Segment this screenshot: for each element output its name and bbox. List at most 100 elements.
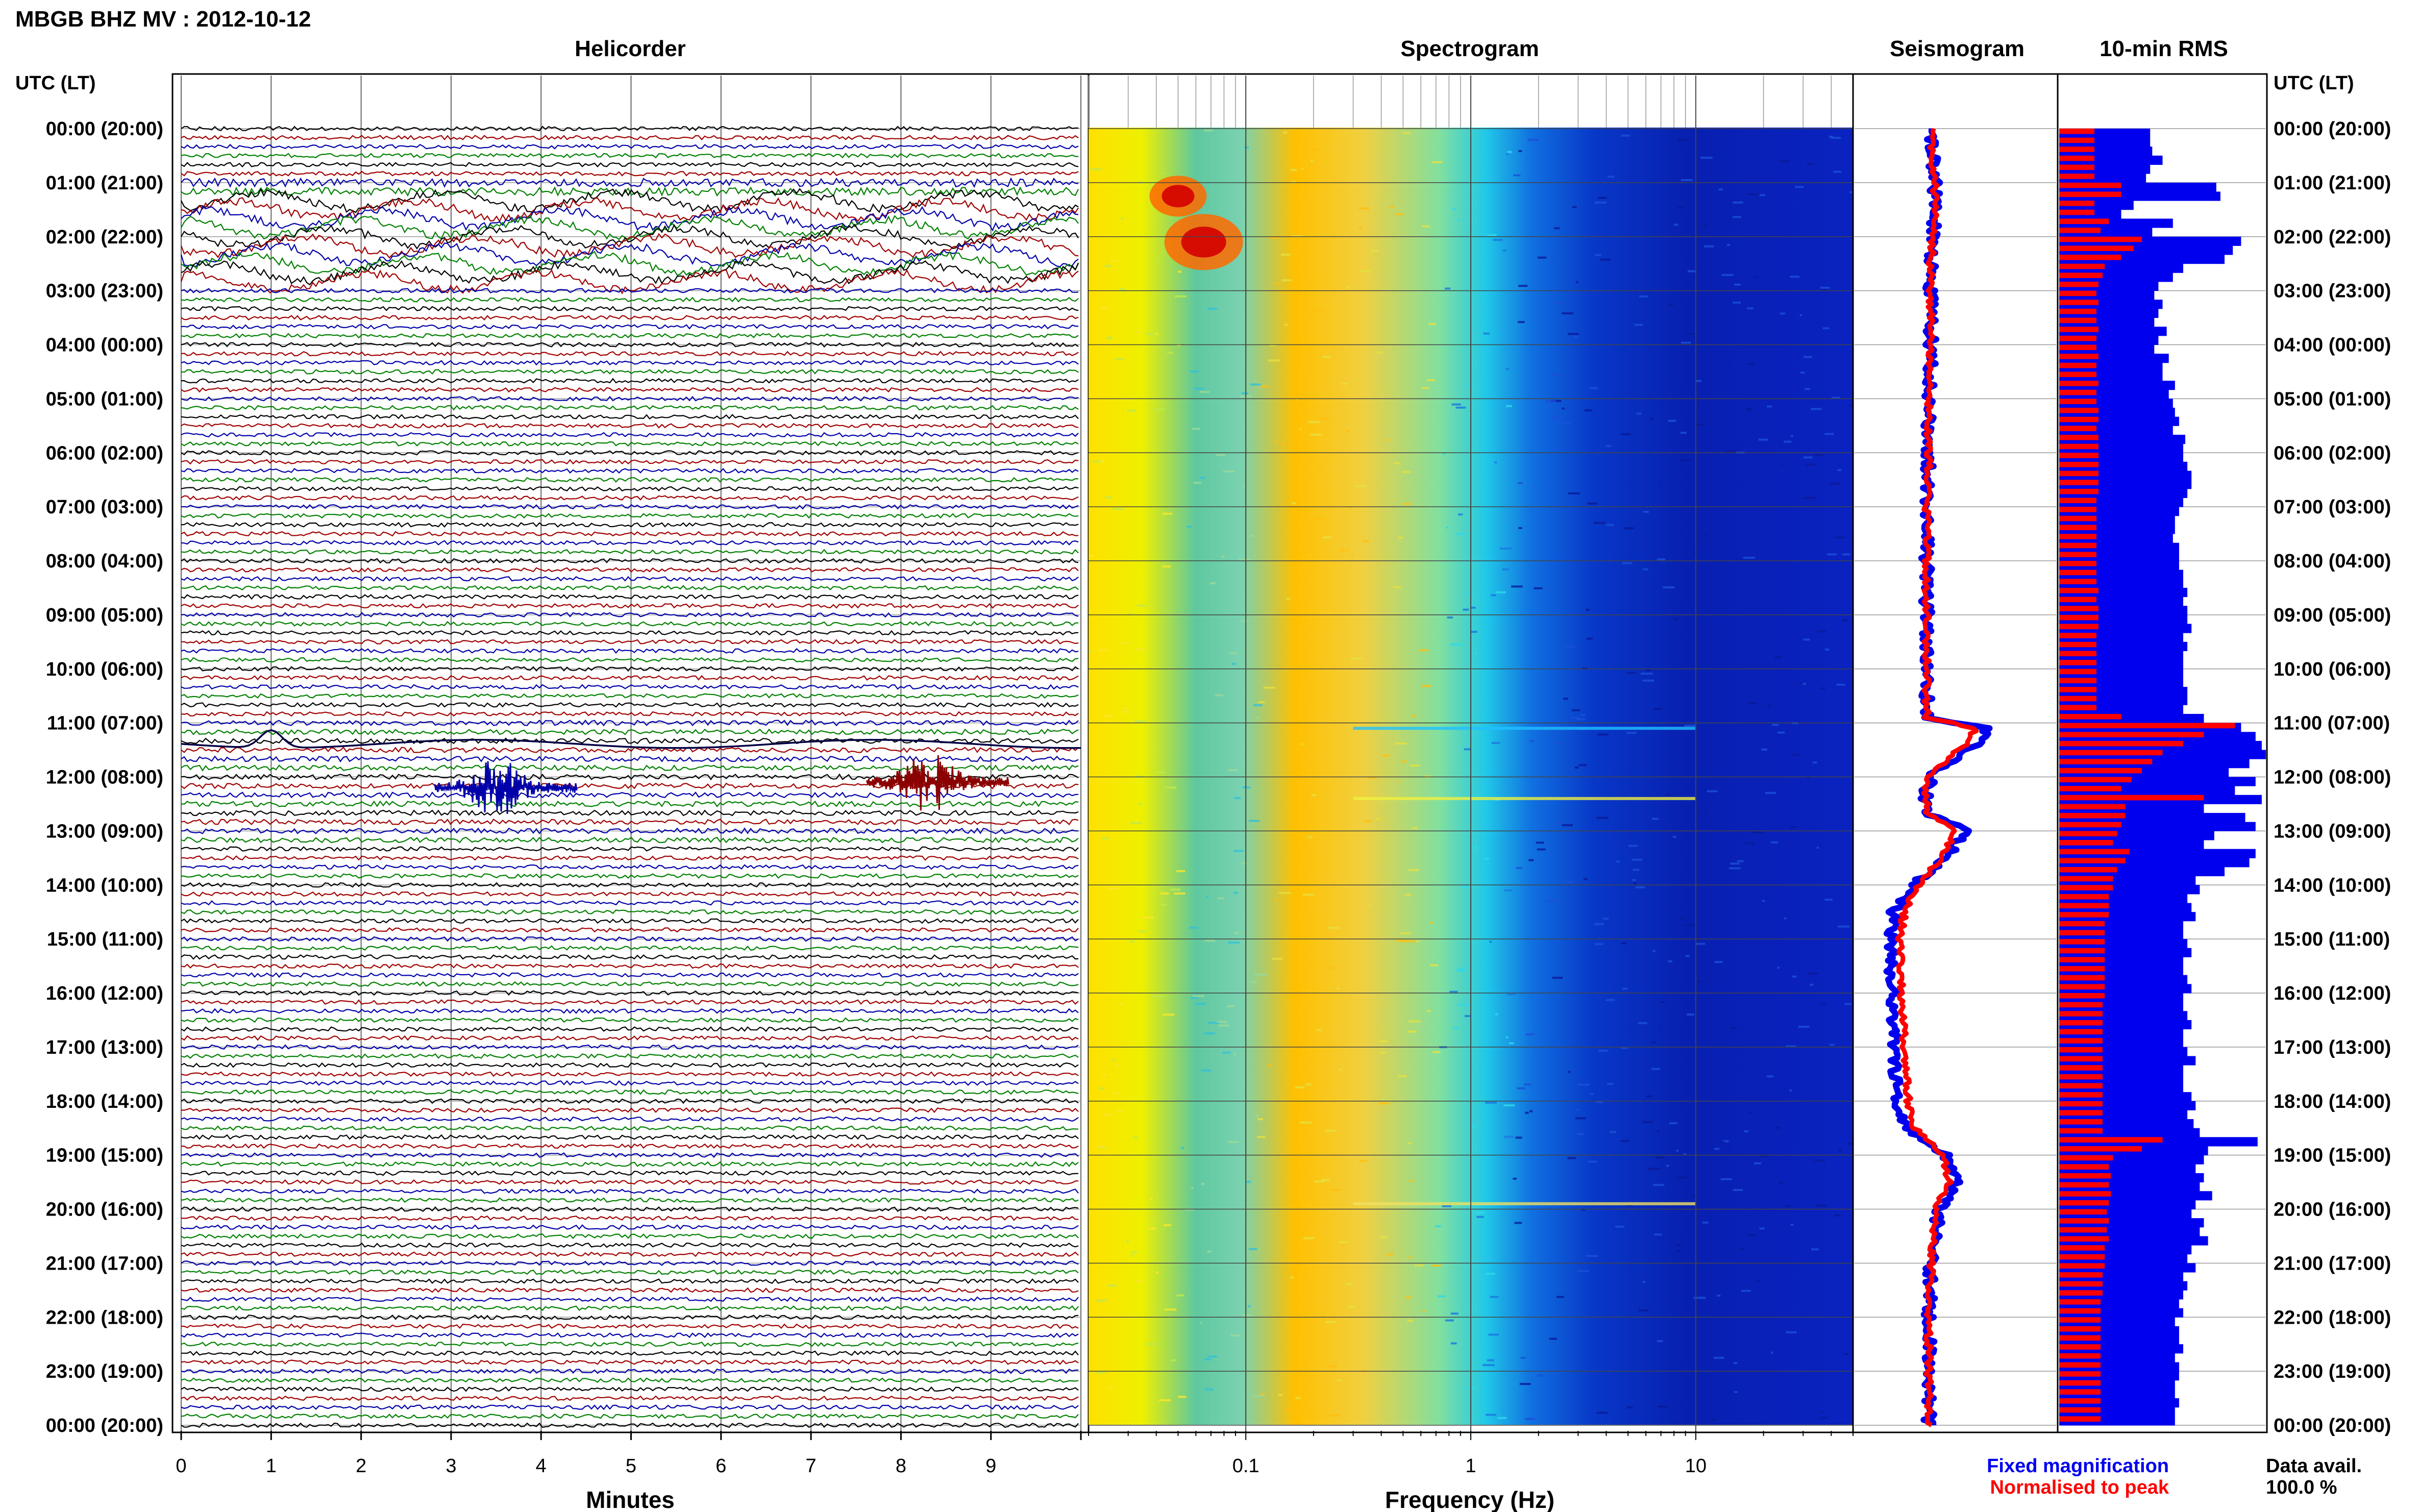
spectrogram-speckle: [1387, 1253, 1393, 1256]
rms-bar-normalised: [2059, 822, 2121, 828]
spectrogram-speckle: [1692, 1195, 1696, 1197]
spectrogram-speckle: [1654, 1233, 1662, 1236]
spectrogram-speckle: [1486, 1273, 1495, 1275]
helicorder-trace: [181, 1251, 1079, 1257]
spectrogram-speckle: [1281, 279, 1292, 282]
rms-bar-normalised: [2059, 443, 2099, 450]
rms-bar-normalised: [2059, 209, 2094, 215]
spectrogram-speckle: [1807, 163, 1813, 165]
spectrogram-speckle: [1218, 1024, 1230, 1027]
spectrogram-speckle: [1153, 408, 1165, 411]
spectrogram-speckle: [1329, 1414, 1339, 1417]
spectrogram-speckle: [1505, 1036, 1509, 1038]
spectrogram-speckle: [1430, 922, 1434, 924]
spectrogram-speckle: [1653, 708, 1663, 710]
spectrogram-speckle: [1450, 643, 1463, 646]
helicorder-trace: [181, 324, 1079, 330]
spectrogram-speckle: [1743, 556, 1756, 559]
spectrogram-speckle: [1255, 973, 1267, 976]
helicorder-trace: [181, 224, 1079, 250]
spectrogram-speckle: [1596, 1101, 1603, 1103]
spectrogram-speckle: [1126, 1240, 1129, 1243]
rms-bar-normalised: [2059, 164, 2094, 170]
spectrogram-speckle: [1493, 239, 1503, 241]
spectrogram-speckle: [1759, 194, 1765, 196]
spectrogram-speckle: [1317, 468, 1321, 470]
time-tick-label-left: 11:00 (07:00): [47, 713, 163, 734]
spectrogram-speckle: [1170, 888, 1180, 891]
spectrogram-speckle: [1122, 398, 1133, 401]
spectrogram-speckle: [1756, 1279, 1761, 1282]
spectrogram-speckle: [1410, 1180, 1414, 1182]
spectrogram-speckle: [1849, 404, 1853, 407]
helicorder-trace: [181, 260, 1079, 286]
spectrogram-speckle: [1606, 999, 1615, 1001]
spectrogram-speckle: [1741, 1290, 1751, 1292]
spectrogram-speckle: [1180, 1147, 1184, 1149]
spectrogram-speckle: [1389, 206, 1394, 208]
spectrogram-speckle: [1110, 260, 1118, 262]
spectrogram-speckle: [1586, 609, 1590, 611]
spectrogram-speckle: [1146, 1343, 1158, 1345]
spectrogram-speckle: [1747, 1234, 1756, 1236]
helicorder-trace: [181, 728, 1079, 735]
spectrogram-speckle: [1672, 836, 1676, 838]
spectrogram-speckle: [1222, 1051, 1231, 1054]
spectrogram-speckle: [1305, 1083, 1311, 1085]
time-tick-label-left: 21:00 (17:00): [46, 1253, 163, 1274]
spectrogram-speckle: [1312, 794, 1316, 797]
spectrogram-speckle: [1814, 1159, 1825, 1162]
time-tick-label-right: 13:00 (09:00): [2274, 821, 2391, 842]
rms-bar-normalised: [2059, 335, 2096, 341]
rms-bar-normalised: [2059, 633, 2096, 638]
rms-bar-normalised: [2059, 354, 2099, 359]
helicorder-trace: [181, 197, 1079, 223]
helicorder-trace: [181, 1422, 1079, 1428]
spectrogram-speckle: [1562, 312, 1574, 314]
spectrogram-speckle: [1457, 219, 1460, 222]
time-tick-label-left: 03:00 (23:00): [46, 281, 163, 302]
spectrogram-speckle: [1778, 731, 1785, 734]
spectrogram-speckle: [1462, 886, 1472, 888]
spectrogram-speckle: [1339, 549, 1349, 552]
spectrogram-speckle: [1308, 421, 1320, 424]
spectrogram-speckle: [1792, 753, 1800, 756]
helicorder-trace: [181, 1233, 1079, 1240]
rms-bar-normalised: [2059, 641, 2096, 648]
spectrogram-speckle: [1127, 409, 1136, 412]
spectrogram-speckle: [1513, 174, 1521, 177]
spectrogram-speckle: [1638, 1309, 1648, 1311]
rms-bar-normalised: [2059, 876, 2113, 882]
rms-bar-normalised: [2059, 587, 2099, 593]
spectrogram-speckle: [1476, 1216, 1484, 1218]
minute-tick-label: 1: [266, 1455, 277, 1477]
spectrogram-speckle: [1841, 619, 1848, 622]
spectrogram-speckle: [1684, 725, 1696, 727]
spectrogram-speckle: [1184, 1208, 1195, 1211]
spectrogram-speckle: [1469, 847, 1477, 849]
rms-bar-normalised: [2059, 1326, 2101, 1332]
helicorder-trace: [181, 486, 1079, 492]
rms-bar-normalised: [2059, 498, 2096, 504]
rms-bar-normalised: [2059, 597, 2096, 603]
utc-label-right: UTC (LT): [2274, 72, 2354, 94]
spectrogram-speckle: [1580, 714, 1586, 716]
spectrogram-speckle: [1713, 1356, 1724, 1359]
time-tick-label-right: 22:00 (18:00): [2274, 1307, 2391, 1328]
spectrogram-band: [1353, 1202, 1696, 1205]
rms-bar-normalised: [2059, 849, 2130, 855]
helicorder-trace: [181, 963, 1079, 969]
spectrogram-speckle: [1204, 1388, 1214, 1391]
helicorder-trace: [181, 1107, 1079, 1113]
spectrogram-speckle: [1525, 1111, 1529, 1114]
spectrogram-speckle: [1550, 400, 1562, 402]
helicorder-trace: [181, 711, 1079, 717]
spectrogram-speckle: [1511, 585, 1523, 588]
spectrogram-speckle: [1762, 900, 1765, 902]
rms-bar-normalised: [2059, 1290, 2103, 1296]
rms-bar-normalised: [2059, 434, 2099, 440]
rms-bar-normalised: [2059, 399, 2096, 404]
rms-panel: [2057, 73, 2268, 1433]
spectrogram-speckle: [1112, 1059, 1116, 1062]
time-tick-label-right: 00:00 (20:00): [2274, 118, 2391, 140]
